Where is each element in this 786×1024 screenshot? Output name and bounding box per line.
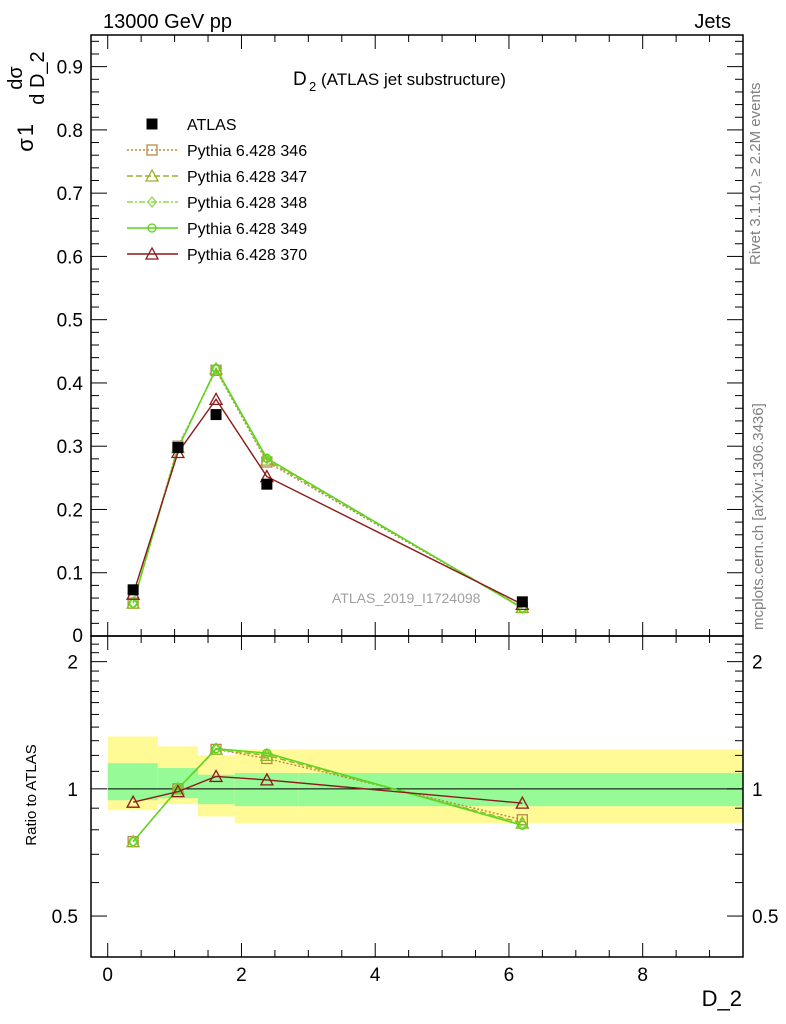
- ratio-series-marker-3: [517, 820, 527, 830]
- ratio-series-marker-4: [208, 769, 224, 783]
- y-tick-label: 0.3: [57, 437, 83, 458]
- ratio-series-marker-3: [262, 748, 272, 758]
- legend-label-0: Pythia 6.428 346: [187, 143, 307, 160]
- y-label-frac2-den: d D_2: [27, 51, 49, 104]
- ratio-y-tick-label: 0.5: [52, 907, 78, 928]
- y-tick-label: 0.9: [57, 58, 83, 79]
- series-marker-4: [208, 392, 224, 406]
- legend-label-4: Pythia 6.428 370: [187, 247, 307, 264]
- ratio-series-marker-3: [211, 743, 221, 754]
- analysis-watermark: ATLAS_2019_I1724098: [332, 590, 481, 606]
- ratio-y-tick-label-right: 0.5: [752, 907, 778, 928]
- data-point: [516, 596, 528, 608]
- rivet-label: Rivet 3.1.10, ≥ 2.2M events: [747, 83, 764, 266]
- series-marker-2: [128, 597, 138, 610]
- legend-marker-3: [147, 223, 157, 233]
- y-tick-label: 0.8: [57, 121, 83, 142]
- ratio-band-stat: [107, 763, 158, 801]
- legend-data-label: ATLAS: [187, 117, 237, 134]
- y-axis-label-main: 1 σ dσ d D_2: [5, 51, 49, 151]
- legend-marker-4: [144, 246, 160, 260]
- mcplots-label: mcplots.cern.ch [arXiv:1306.3436]: [750, 403, 767, 630]
- main-plot-layer: 0.1 0.2 0.3 0.4 0.5 0.6 0.7 0.8 0.9 0: [57, 34, 744, 957]
- ratio-series-marker-2: [173, 782, 183, 795]
- series-line-0: [132, 368, 523, 609]
- y-label-frac1-den: σ: [13, 138, 38, 152]
- ratio-band-stat: [197, 774, 235, 805]
- series-marker-2: [262, 452, 272, 465]
- ratio-plot-layer: 0 2 4 6 8 0.5 0.5 1 1 2 2: [52, 635, 778, 986]
- data-point: [210, 409, 222, 421]
- y-tick-label: 0.1: [57, 564, 83, 585]
- title-main: D: [293, 69, 307, 90]
- ratio-series-marker-2: [211, 743, 221, 756]
- series-line-1: [132, 367, 523, 609]
- legend-label-3: Pythia 6.428 349: [187, 221, 307, 238]
- y-tick-label: 0.6: [57, 247, 83, 268]
- legend-marker-0: [146, 144, 158, 156]
- legend-label-1: Pythia 6.428 347: [187, 169, 307, 186]
- ratio-series-marker-2: [128, 835, 138, 848]
- series-marker-2: [211, 362, 221, 376]
- legend-data-marker: [146, 118, 158, 130]
- series-marker-3: [262, 453, 272, 463]
- series-marker-3: [211, 363, 221, 374]
- ratio-y-tick-label-right: 1: [752, 780, 763, 801]
- data-point: [261, 478, 273, 490]
- x-axis-label: D_2: [702, 986, 742, 1011]
- ratio-series-line-4: [132, 775, 523, 804]
- ratio-y-tick-label-right: 2: [752, 653, 763, 674]
- ratio-series-line-3: [132, 747, 523, 843]
- data-point: [172, 441, 184, 453]
- y-tick-label: 0.4: [57, 374, 84, 395]
- y-tick-label: 0.2: [57, 500, 83, 521]
- series-line-2: [132, 367, 523, 609]
- y-label-frac2-num: dσ: [5, 66, 27, 90]
- chart-title: D 2 (ATLAS jet substructure): [293, 69, 506, 94]
- header-process-label: Jets: [694, 11, 731, 33]
- legend-label-2: Pythia 6.428 348: [187, 195, 307, 212]
- data-point: [127, 584, 139, 596]
- legend-marker-1: [144, 168, 160, 182]
- x-tick-label: 0: [102, 965, 113, 986]
- ratio-y-tick-label: 2: [67, 653, 78, 674]
- ratio-series-marker-4: [126, 794, 141, 808]
- y-tick-label: 0.5: [57, 311, 83, 332]
- series-line-4: [132, 398, 523, 605]
- header-energy-label: 13000 GeV pp: [103, 11, 232, 33]
- series-line-3: [132, 366, 523, 609]
- ratio-plot-frame: [90, 635, 744, 958]
- x-tick-label: 8: [637, 965, 648, 986]
- ratio-series-marker-3: [128, 836, 138, 847]
- x-tick-label: 4: [370, 965, 381, 986]
- ratio-y-tick-label: 1: [67, 780, 78, 801]
- legend-marker-2: [147, 195, 157, 209]
- x-tick-label: 6: [504, 965, 515, 986]
- legend: ATLAS Pythia 6.428 346 Pythia 6.428 347 Pyt…: [127, 117, 307, 264]
- title-subscript: 2: [309, 79, 316, 94]
- y-label-frac1-num: 1: [13, 124, 38, 136]
- ratio-series-marker-4: [515, 795, 530, 809]
- series-marker-0: [210, 364, 222, 376]
- ratio-series-marker-4: [170, 784, 186, 798]
- title-rest: (ATLAS jet substructure): [321, 70, 506, 89]
- y-zero-label: 0: [72, 626, 83, 647]
- y-axis-label-ratio: Ratio to ATLAS: [23, 744, 40, 845]
- ratio-series-marker-4: [259, 772, 274, 786]
- x-tick-label: 2: [236, 965, 247, 986]
- y-tick-label: 0.7: [57, 184, 83, 205]
